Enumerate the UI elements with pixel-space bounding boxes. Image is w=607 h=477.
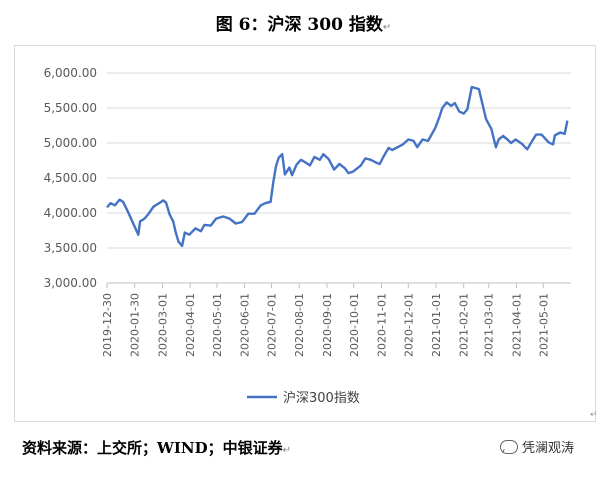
x-tick-label: 2020-07-01: [266, 293, 279, 357]
x-tick-label: 2020-09-01: [321, 293, 334, 357]
gridlines: [107, 72, 571, 284]
y-tick-label: 3,500.00: [44, 241, 97, 255]
x-tick-label: 2020-01-30: [129, 293, 142, 357]
y-axis-tick-labels: 3,000.00 3,500.00 4,000.00 4,500.00 5,000.00…: [44, 66, 97, 290]
legend-label: 沪深300指数: [283, 390, 360, 406]
y-tick-label: 4,000.00: [44, 206, 97, 220]
y-tick-label: 5,000.00: [44, 136, 97, 150]
source-return-mark: ↵: [282, 445, 291, 456]
corner-return-mark: ↵: [590, 410, 598, 420]
x-tick-label: 2021-02-01: [458, 293, 471, 357]
legend: 沪深300指数: [247, 390, 360, 406]
x-tick-label: 2020-05-01: [211, 293, 224, 357]
y-tick-label: 5,500.00: [44, 101, 97, 115]
x-tick-label: 2021-03-01: [483, 293, 496, 357]
series-lines: [106, 85, 569, 248]
figure-title-text: 图 6：沪深 300 指数: [215, 15, 383, 35]
source-text: 资料来源：上交所；WIND；中银证券: [22, 439, 283, 457]
x-tick-label: 2019-12-30: [101, 293, 114, 357]
watermark: 凭澜观涛: [500, 437, 574, 456]
source-note: 资料来源：上交所；WIND；中银证券↵: [22, 437, 291, 458]
line-chart: 3,000.00 3,500.00 4,000.00 4,500.00 5,000.00…: [44, 66, 571, 406]
x-tick-label: 2021-04-01: [510, 293, 523, 357]
watermark-text: 凭澜观涛: [522, 441, 575, 456]
x-tick-label: 2020-11-01: [375, 293, 388, 357]
y-tick-label: 3,000.00: [44, 276, 97, 290]
x-axis-tick-labels: 2019-12-30 2020-01-30 2020-03-01 2020-04-01…: [101, 293, 550, 357]
x-tick-label: 2020-04-01: [184, 293, 197, 357]
x-tick-label: 2020-06-01: [239, 293, 252, 357]
x-tick-label: 2020-03-01: [156, 293, 169, 357]
x-tick-label: 2021-05-01: [537, 293, 550, 357]
y-tick-label: 4,500.00: [44, 171, 97, 185]
return-mark: ↵: [382, 22, 392, 33]
wechat-bubble-icon: [500, 439, 518, 454]
x-axis: [106, 282, 571, 288]
y-tick-label: 6,000.00: [44, 66, 97, 80]
x-tick-label: 2020-10-01: [348, 293, 361, 357]
x-tick-label: 2020-12-01: [402, 293, 415, 357]
figure-title: 图 6：沪深 300 指数↵: [0, 10, 607, 35]
chart-area: 3,000.00 3,500.00 4,000.00 4,500.00 5,000.00…: [14, 45, 596, 422]
x-tick-label: 2020-08-01: [293, 293, 306, 357]
series-line: [106, 85, 569, 248]
x-tick-label: 2021-01-01: [430, 293, 443, 357]
